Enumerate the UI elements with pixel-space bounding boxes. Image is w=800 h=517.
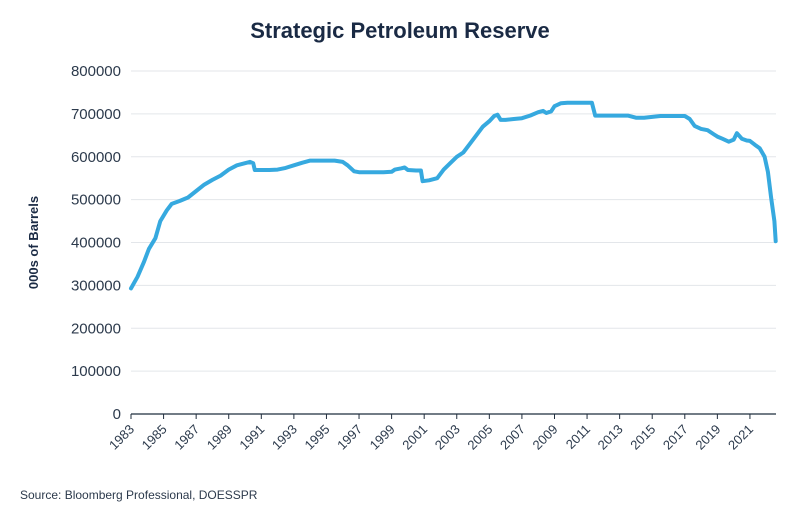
y-axis-ticks: 0 100000 200000 300000 400000 500000 600000 700… [71, 63, 121, 423]
x-tick-label: 1989 [204, 422, 235, 453]
y-tick-label: 200000 [71, 320, 121, 337]
x-tick-label: 2007 [497, 422, 528, 453]
x-tick-label: 2005 [464, 422, 495, 453]
x-tick-label: 1985 [139, 422, 170, 453]
x-tick-label: 2017 [660, 422, 691, 453]
chart-title: Strategic Petroleum Reserve [250, 18, 550, 43]
gridlines [131, 70, 776, 372]
x-tick-label: 2001 [399, 422, 430, 453]
x-tick-label: 2003 [432, 422, 463, 453]
y-tick-label: 400000 [71, 235, 121, 252]
x-tick-label: 1991 [236, 422, 267, 453]
y-tick-label: 700000 [71, 106, 121, 123]
x-tick-label: 2015 [627, 422, 658, 453]
x-axis-ticks: 1983 1985 1987 1989 1991 1993 1995 1997 1999 2001… [106, 414, 756, 453]
y-tick-label: 600000 [71, 149, 121, 166]
y-tick-label: 500000 [71, 192, 121, 209]
series-line [129, 100, 778, 291]
y-tick-label: 800000 [71, 63, 121, 80]
x-tick-label: 2011 [563, 422, 593, 452]
x-tick-label: 2009 [530, 422, 561, 453]
x-tick-label: 1995 [302, 422, 333, 453]
y-tick-label: 0 [113, 406, 121, 423]
x-tick-label: 2021 [725, 422, 756, 453]
y-axis-label: 000s of Barrels [26, 196, 41, 289]
x-tick-label: 1983 [106, 422, 137, 453]
source-note: Source: Bloomberg Professional, DOESSPR [20, 488, 258, 502]
x-tick-label: 1987 [171, 422, 202, 453]
x-tick-label: 2019 [692, 422, 723, 453]
x-tick-label: 1999 [367, 422, 398, 453]
y-tick-label: 300000 [71, 277, 121, 294]
x-tick-label: 1993 [269, 422, 300, 453]
x-tick-label: 2013 [595, 422, 626, 453]
y-tick-label: 100000 [71, 363, 121, 380]
x-tick-label: 1997 [334, 422, 365, 453]
